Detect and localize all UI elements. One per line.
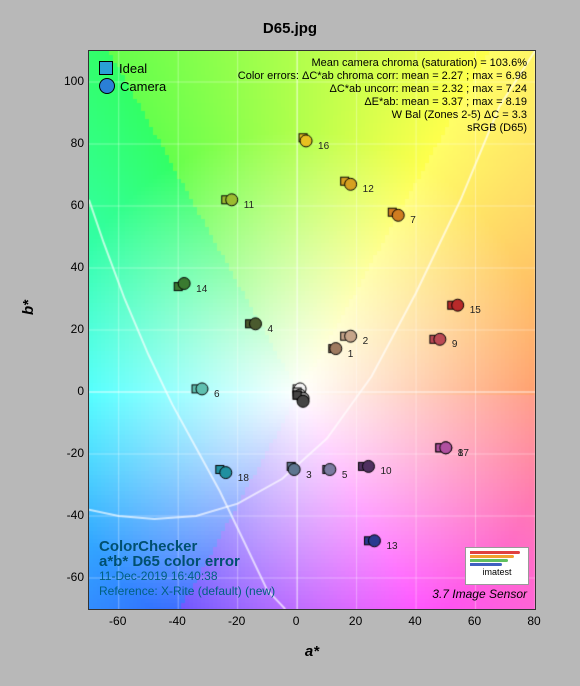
y-tick: 40 xyxy=(54,260,84,274)
y-tick: 80 xyxy=(54,136,84,150)
legend: Ideal Camera xyxy=(99,59,166,95)
y-tick: -60 xyxy=(54,570,84,584)
footer-block: ColorChecker a*b* D65 color error 11-Dec… xyxy=(99,539,275,599)
plot-area: Ideal Camera Mean camera chroma (saturat… xyxy=(88,50,536,610)
imatest-logo: imatest xyxy=(465,547,529,585)
y-tick: 0 xyxy=(54,384,84,398)
x-tick: 0 xyxy=(293,614,300,628)
stat-line: ΔC*ab uncorr: mean = 2.32 ; max = 7.24 xyxy=(238,83,527,96)
x-tick: 40 xyxy=(408,614,421,628)
stat-line: W Bal (Zones 2-5) ΔC = 3.3 xyxy=(238,109,527,122)
stat-line: Mean camera chroma (saturation) = 103.6% xyxy=(238,57,527,70)
y-axis-label: b* xyxy=(20,300,37,315)
y-tick: 100 xyxy=(54,74,84,88)
footer-reference: Reference: X-Rite (default) (new) xyxy=(99,584,275,599)
legend-ideal-label: Ideal xyxy=(119,61,147,76)
footer-title-1: ColorChecker xyxy=(99,539,275,554)
stat-line: sRGB (D65) xyxy=(238,122,527,135)
x-tick: 80 xyxy=(527,614,540,628)
legend-camera-swatch xyxy=(99,78,115,94)
x-tick: -40 xyxy=(169,614,186,628)
y-tick: 60 xyxy=(54,198,84,212)
x-axis-label: a* xyxy=(88,643,536,660)
footer-title-2: a*b* D65 color error xyxy=(99,554,275,569)
stats-block: Mean camera chroma (saturation) = 103.6%… xyxy=(238,57,527,135)
chart-container: D65.jpg Ideal Camera Mean camera chroma … xyxy=(20,20,560,660)
logo-text: imatest xyxy=(482,567,511,577)
x-tick: 20 xyxy=(349,614,362,628)
sensor-label: 3.7 Image Sensor xyxy=(432,587,527,601)
chart-title: D65.jpg xyxy=(20,20,560,37)
stat-line: ΔE*ab: mean = 3.37 ; max = 8.19 xyxy=(238,96,527,109)
x-tick: 60 xyxy=(468,614,481,628)
y-tick: -40 xyxy=(54,508,84,522)
footer-timestamp: 11-Dec-2019 16:40:38 xyxy=(99,569,275,584)
y-tick: -20 xyxy=(54,446,84,460)
x-tick: -20 xyxy=(228,614,245,628)
stat-line: Color errors: ΔC*ab chroma corr: mean = … xyxy=(238,70,527,83)
x-tick: -60 xyxy=(109,614,126,628)
legend-ideal-swatch xyxy=(99,61,113,75)
y-tick: 20 xyxy=(54,322,84,336)
legend-camera-label: Camera xyxy=(120,79,166,94)
